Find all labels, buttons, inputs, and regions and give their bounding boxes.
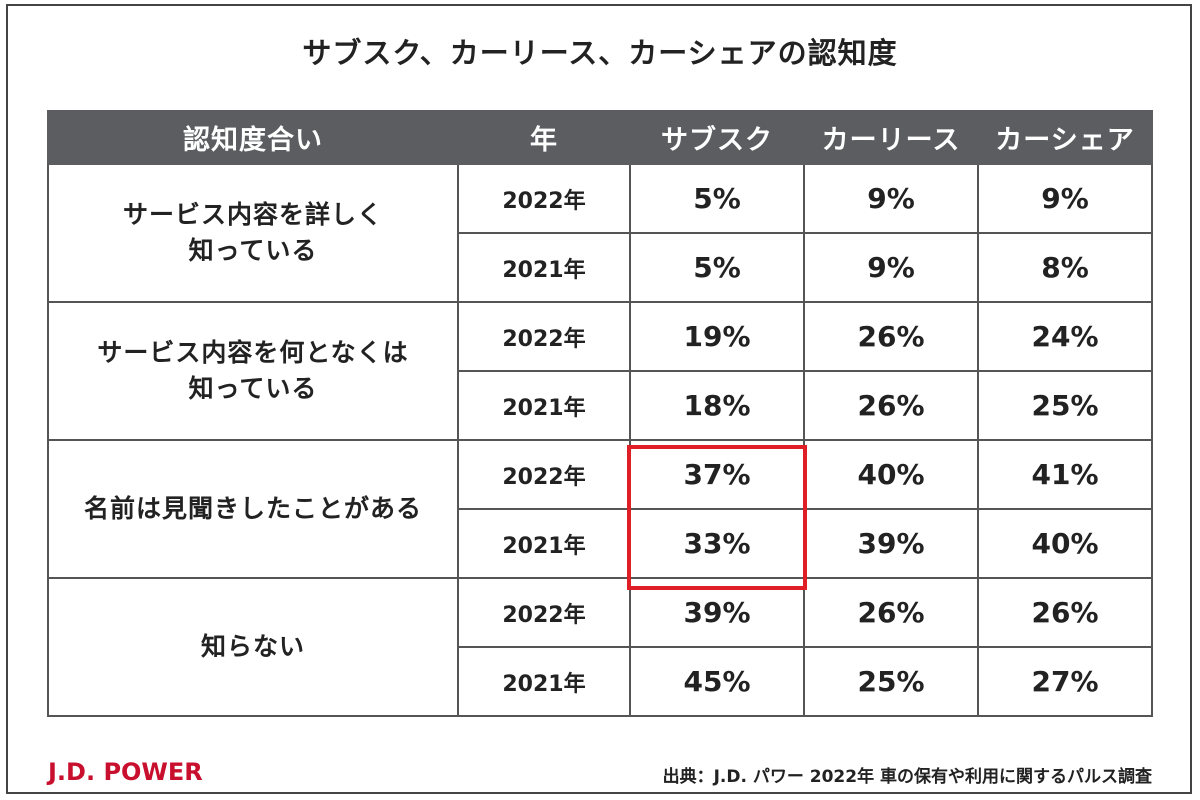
category-line: 知っている <box>188 374 318 403</box>
car-lease-value: 25% <box>803 646 979 717</box>
page-title: サブスク、カーリース、カーシェアの認知度 <box>302 36 898 70</box>
year-cell: 2021年 <box>457 370 631 441</box>
category-line: サービス内容を詳しく <box>122 200 383 229</box>
header-car-lease: カーリース <box>803 110 979 165</box>
car-share-value: 26% <box>977 577 1153 648</box>
table-row: サービス内容を何となくは 知っている 2022年 19% 26% 24% <box>47 301 1153 441</box>
car-lease-value: 26% <box>803 301 979 372</box>
table-row: 2021年 18% 26% 25% <box>48 370 1153 441</box>
category-line: サービス内容を何となくは <box>97 338 409 367</box>
source-note: 出典：J.D. パワー 2022年 車の保有や利用に関するパルス調査 <box>662 767 1152 787</box>
subscription-value: 37% <box>629 439 805 510</box>
table-header-row: 認知度合い 年 サブスク カーリース カーシェア <box>47 110 1153 165</box>
car-lease-value: 39% <box>803 508 979 579</box>
subscription-value: 39% <box>629 577 805 648</box>
header-subscription: サブスク <box>629 110 805 165</box>
table-row: 2021年 33% 39% 40% <box>48 508 1153 579</box>
year-cell: 2022年 <box>457 439 631 510</box>
header-car-share: カーシェア <box>977 110 1153 165</box>
car-share-value: 27% <box>977 646 1153 717</box>
car-share-value: 40% <box>977 508 1153 579</box>
year-cell: 2022年 <box>457 577 631 648</box>
category-line: 知っている <box>188 236 318 265</box>
header-year: 年 <box>457 110 631 165</box>
table-row: サービス内容を詳しく 知っている 2022年 5% 9% 9% <box>47 163 1153 303</box>
subscription-value: 33% <box>629 508 805 579</box>
car-share-value: 8% <box>977 232 1153 303</box>
car-share-value: 25% <box>977 370 1153 441</box>
category-cell: 名前は見聞きしたことがある <box>47 439 459 579</box>
category-cell: サービス内容を何となくは 知っている <box>47 301 459 441</box>
category-line: 名前は見聞きしたことがある <box>83 494 422 523</box>
subscription-value: 19% <box>629 301 805 372</box>
car-share-value: 41% <box>977 439 1153 510</box>
subscription-value: 5% <box>629 163 805 234</box>
car-lease-value: 26% <box>803 577 979 648</box>
category-cell: サービス内容を詳しく 知っている <box>47 163 459 303</box>
category-line: 知らない <box>200 632 305 661</box>
year-cell: 2021年 <box>457 508 631 579</box>
subscription-value: 45% <box>629 646 805 717</box>
car-lease-value: 9% <box>803 163 979 234</box>
awareness-table: 認知度合い 年 サブスク カーリース カーシェア サービス内容を詳しく 知ってい… <box>47 110 1153 717</box>
subscription-value: 18% <box>629 370 805 441</box>
car-share-value: 24% <box>977 301 1153 372</box>
subscription-value: 5% <box>629 232 805 303</box>
year-cell: 2021年 <box>457 232 631 303</box>
table-row: 2021年 45% 25% 27% <box>48 646 1153 717</box>
category-cell: 知らない <box>47 577 459 717</box>
year-cell: 2022年 <box>457 163 631 234</box>
table-row: 知らない 2022年 39% 26% 26% <box>47 577 1153 717</box>
car-lease-value: 40% <box>803 439 979 510</box>
year-cell: 2021年 <box>457 646 631 717</box>
car-lease-value: 26% <box>803 370 979 441</box>
table-row: 2021年 5% 9% 8% <box>48 232 1153 303</box>
car-share-value: 9% <box>977 163 1153 234</box>
year-cell: 2022年 <box>457 301 631 372</box>
table-row: 名前は見聞きしたことがある 2022年 37% 40% 41% <box>47 439 1153 579</box>
jd-power-logo: J.D. POWER <box>48 758 203 786</box>
car-lease-value: 9% <box>803 232 979 303</box>
header-awareness-level: 認知度合い <box>47 110 459 165</box>
